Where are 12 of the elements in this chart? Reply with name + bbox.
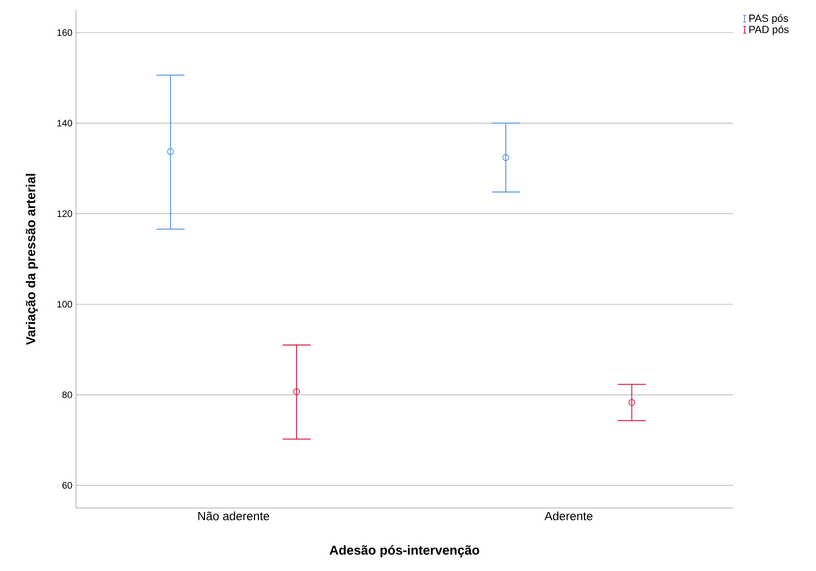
y-tick-label: 60 [62, 482, 72, 489]
y-tick-label: 100 [57, 300, 72, 308]
y-tick-label: 80 [62, 391, 72, 398]
x-tick-label: Não aderente [198, 512, 270, 520]
y-tick-label: 160 [57, 29, 72, 36]
y-axis-title: Variação da pressão arterial [26, 174, 38, 345]
y-tick-label: 120 [57, 210, 72, 218]
y-tick-label: 140 [57, 120, 72, 127]
legend-label: PAD pós [749, 25, 789, 36]
legend-label: PAS pós [749, 14, 788, 24]
x-axis-title: Adesão pós-intervenção [330, 545, 480, 558]
x-tick-label: Aderente [544, 512, 592, 520]
